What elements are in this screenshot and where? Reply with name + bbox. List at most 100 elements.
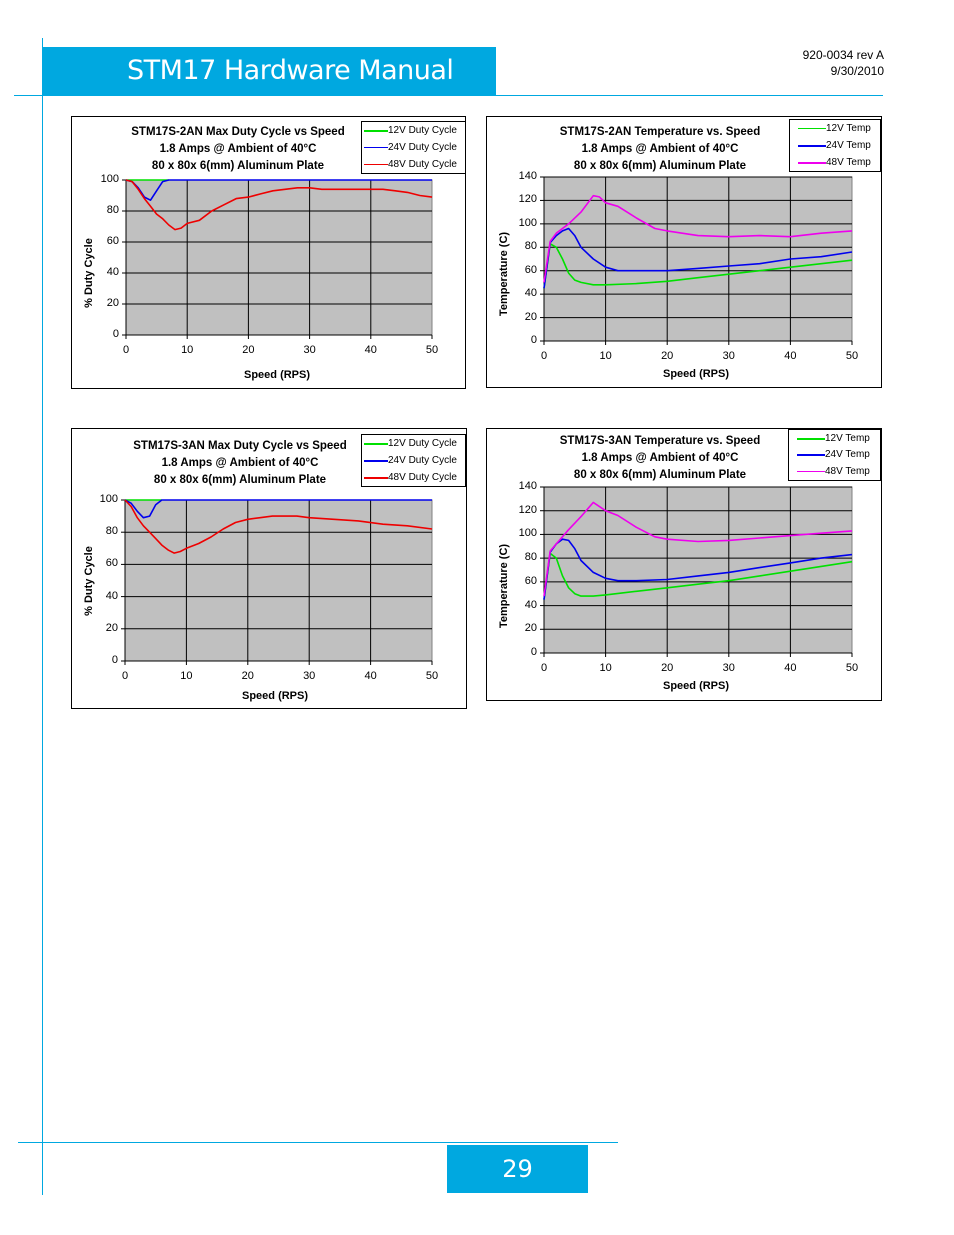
legend-label: 12V Temp xyxy=(825,433,870,444)
chart-title: STM17S-3AN Temperature vs. Speed 1.8 Amp… xyxy=(535,433,785,484)
y-axis-label: % Duty Cycle xyxy=(83,238,95,308)
chart-title: STM17S-3AN Max Duty Cycle vs Speed 1.8 A… xyxy=(114,438,366,489)
x-axis-label: Speed (RPS) xyxy=(663,680,730,692)
y-tick-label: 140 xyxy=(518,170,537,182)
chart-subtitle-line: 80 x 80x 6(mm) Aluminum Plate xyxy=(153,474,327,486)
series-line-24v-duty-cycle xyxy=(125,179,432,201)
chart-2an-temperature: STM17S-2AN Temperature vs. Speed 1.8 Amp… xyxy=(486,116,882,388)
chart-title-line: STM17S-3AN Max Duty Cycle vs Speed xyxy=(133,440,347,452)
legend-label: 24V Temp xyxy=(826,140,871,151)
y-tick-label: 60 xyxy=(524,263,537,276)
y-tick-label: 20 xyxy=(524,310,537,323)
chart-3an-duty-cycle: STM17S-3AN Max Duty Cycle vs Speed 1.8 A… xyxy=(71,428,467,709)
chart-3an-temperature-plot xyxy=(540,486,853,657)
chart-subtitle-line: 80 x 80x 6(mm) Aluminum Plate xyxy=(151,160,325,172)
chart-legend: 12V Temp 24V Temp 48V Temp xyxy=(789,119,881,172)
y-axis-label: % Duty Cycle xyxy=(83,546,95,616)
y-tick-label: 0 xyxy=(530,334,537,346)
x-tick-label: 40 xyxy=(364,670,377,682)
plot-area xyxy=(124,499,433,662)
y-tick-label: 40 xyxy=(524,598,537,611)
series-line-48v-duty-cycle xyxy=(124,499,433,554)
chart-legend: 12V Temp 24V Temp 48V Temp xyxy=(788,429,881,481)
y-tick-label: 80 xyxy=(524,551,537,564)
x-tick-label: 50 xyxy=(425,670,439,682)
x-tick-label: 10 xyxy=(599,662,612,674)
legend-swatch-green xyxy=(364,130,388,132)
y-tick-label: 100 xyxy=(518,216,537,229)
chart-2an-duty-cycle: STM17S-2AN Max Duty Cycle vs Speed 1.8 A… xyxy=(71,116,466,389)
legend-label: 12V Temp xyxy=(826,123,871,134)
legend-label: 48V Temp xyxy=(826,157,871,168)
x-axis-label: Speed (RPS) xyxy=(663,368,730,380)
y-tick-label: 100 xyxy=(99,493,118,505)
legend-swatch-blue xyxy=(797,454,825,456)
x-axis-label: Speed (RPS) xyxy=(242,690,309,702)
x-tick-label: 10 xyxy=(599,350,612,362)
legend-label: 48V Temp xyxy=(825,466,870,477)
y-tick-label: 100 xyxy=(100,173,119,185)
x-tick-label: 20 xyxy=(241,670,254,682)
y-tick-label: 80 xyxy=(106,204,119,216)
legend-label: 24V Duty Cycle xyxy=(388,455,457,466)
y-tick-label: 120 xyxy=(518,193,537,206)
doc-date: 9/30/2010 xyxy=(830,64,884,78)
chart-legend: 12V Duty Cycle 24V Duty Cycle 48V Duty C… xyxy=(361,434,466,487)
x-tick-label: 10 xyxy=(180,670,193,682)
x-tick-label: 30 xyxy=(303,344,316,356)
chart-legend: 12V Duty Cycle 24V Duty Cycle 48V Duty C… xyxy=(361,121,466,174)
chart-title-line: STM17S-2AN Max Duty Cycle vs Speed xyxy=(131,126,345,138)
legend-label: 48V Duty Cycle xyxy=(388,159,457,170)
legend-swatch-magenta xyxy=(797,471,825,472)
page-number: 29 xyxy=(447,1145,588,1193)
legend-label: 24V Temp xyxy=(825,449,870,460)
chart-subtitle-line: 1.8 Amps @ Ambient of 40°C xyxy=(159,143,317,155)
chart-2an-duty-cycle-plot xyxy=(122,179,433,339)
y-tick-label: 0 xyxy=(111,654,118,666)
chart-subtitle-line: 80 x 80x 6(mm) Aluminum Plate xyxy=(573,469,747,481)
series-line-12v-temp xyxy=(543,552,853,600)
chart-title-line: STM17S-3AN Temperature vs. Speed xyxy=(559,435,761,447)
series-line-12v-temp xyxy=(543,243,853,289)
y-tick-label: 20 xyxy=(106,297,119,309)
manual-title: STM17 Hardware Manual xyxy=(42,47,496,95)
legend-swatch-blue xyxy=(364,460,388,462)
legend-swatch-red xyxy=(364,477,388,479)
y-tick-label: 60 xyxy=(105,557,118,570)
x-tick-label: 10 xyxy=(181,344,194,356)
x-axis-label: Speed (RPS) xyxy=(244,369,311,381)
plot-area xyxy=(543,176,853,342)
y-tick-label: 40 xyxy=(105,589,118,602)
y-tick-label: 40 xyxy=(106,266,119,278)
document-info: 920-0034 rev A 9/30/2010 xyxy=(803,47,884,79)
chart-title: STM17S-2AN Temperature vs. Speed 1.8 Amp… xyxy=(535,124,785,175)
y-tick-label: 40 xyxy=(524,287,537,300)
x-tick-label: 0 xyxy=(121,670,129,682)
left-margin-rule xyxy=(42,38,43,1195)
legend-swatch-green xyxy=(798,128,826,129)
header-rule xyxy=(14,95,883,96)
chart-2an-temperature-plot xyxy=(540,176,853,345)
chart-subtitle-line: 1.8 Amps @ Ambient of 40°C xyxy=(581,143,739,155)
y-tick-label: 100 xyxy=(518,527,537,540)
y-tick-label: 140 xyxy=(518,480,537,492)
x-tick-label: 20 xyxy=(661,350,674,362)
legend-label: 48V Duty Cycle xyxy=(388,472,457,483)
x-tick-label: 50 xyxy=(845,662,859,674)
footer-rule xyxy=(18,1142,618,1143)
series-line-24v-temp xyxy=(543,227,853,289)
series-line-24v-temp xyxy=(543,538,853,600)
legend-swatch-blue xyxy=(364,147,388,148)
x-tick-label: 0 xyxy=(540,662,548,674)
chart-3an-temperature: STM17S-3AN Temperature vs. Speed 1.8 Amp… xyxy=(486,428,882,701)
legend-swatch-red xyxy=(364,164,388,165)
x-tick-label: 30 xyxy=(722,350,735,362)
series-line-48v-duty-cycle xyxy=(125,179,433,231)
x-tick-label: 50 xyxy=(425,344,439,356)
chart-title: STM17S-2AN Max Duty Cycle vs Speed 1.8 A… xyxy=(112,124,364,175)
y-tick-label: 20 xyxy=(105,621,118,634)
y-tick-label: 80 xyxy=(105,525,118,538)
y-tick-label: 0 xyxy=(530,646,537,658)
x-tick-label: 40 xyxy=(784,662,797,674)
series-line-24v-duty-cycle xyxy=(124,499,432,519)
